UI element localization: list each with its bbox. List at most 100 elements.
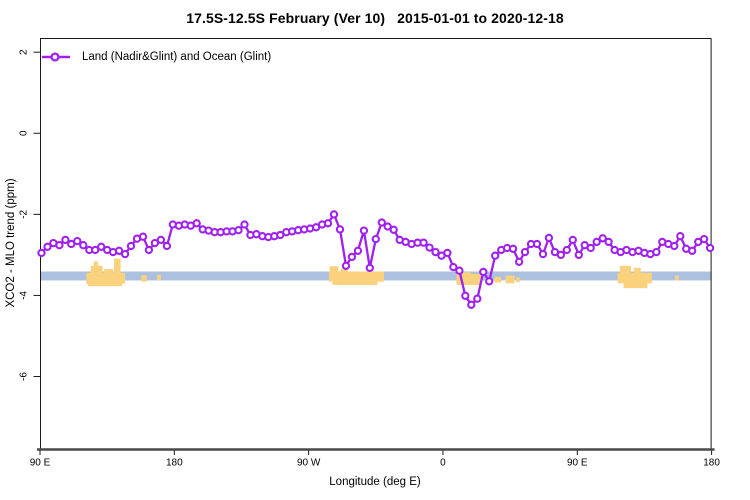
data-point-marker [73,236,82,246]
data-point-marker [347,252,357,262]
data-point-marker [455,266,464,275]
y-axis-label: XCO2 - MLO trend (ppm) [5,178,17,308]
data-point-marker [461,291,470,300]
land-patch [141,275,147,282]
data-point-marker [473,294,482,303]
data-point-marker [138,232,148,241]
data-point-marker [604,237,613,247]
data-point-marker [359,226,369,235]
data-point-marker [592,237,601,247]
data-point-marker [37,248,46,258]
x-tick-label: 90 E [30,458,51,469]
land-patch [328,271,385,282]
data-point-marker [192,219,201,228]
x-tick-label: 0 [440,458,446,469]
data-point-marker [431,247,440,257]
data-point-marker [652,247,661,257]
data-point-marker [389,225,398,234]
land-patch [516,277,520,283]
legend-line-circle-icon [42,52,70,62]
data-point-marker [383,222,392,231]
data-point-marker [491,251,500,260]
data-point-marker [479,267,488,277]
data-point-marker [568,235,577,245]
data-point-marker [144,245,154,255]
land-patch [340,268,348,276]
data-point-marker [79,241,88,250]
land-patch [494,276,502,283]
data-point-marker [532,239,542,249]
data-point-marker [467,300,476,309]
chart-title: 17.5S-12.5S February (Ver 10) 2015-01-01… [186,10,564,26]
data-point-marker [676,232,685,241]
data-point-marker [377,218,386,227]
data-point-marker [556,250,566,260]
data-point-marker [234,226,243,235]
land-patch [329,266,339,276]
x-axis-label: Longitude (deg E) [329,476,421,488]
data-point-marker [699,234,709,244]
land-patch [623,280,648,289]
x-tick-label: 180 [166,458,183,469]
land-patch [633,267,641,276]
data-point-marker [240,220,249,229]
data-point-marker [705,243,715,253]
legend-label: Land (Nadir&Glint) and Ocean (Glint) [82,51,272,63]
y-tick-label: 2 [19,49,30,55]
data-point-marker [485,277,494,286]
land-patch [104,269,114,278]
land-patch [113,258,121,281]
data-point-marker [449,262,458,272]
x-tick-label: 90 E [567,458,588,469]
legend: Land (Nadir&Glint) and Ocean (Glint) [41,50,271,64]
land-patch [157,274,161,281]
data-point-marker [508,244,518,253]
data-point-marker [443,248,452,258]
data-point-marker [120,249,130,259]
data-point-marker [544,233,554,243]
data-point-marker [126,241,136,251]
data-point-marker [371,234,380,244]
data-point-marker [329,210,339,219]
land-patch [505,275,515,284]
data-point-marker [520,247,530,257]
data-point-marker [598,234,607,243]
data-point-marker [586,243,595,253]
data-point-marker [688,246,697,255]
data-point-marker [91,245,100,255]
land-patch [457,272,472,280]
land-patch [87,281,123,287]
data-point-marker [353,246,363,255]
land-patch [332,279,378,285]
data-point-marker [43,242,52,251]
data-point-marker [574,250,583,260]
data-point-marker [514,257,524,266]
data-point-marker [425,243,434,252]
data-line [40,213,712,306]
land-patch [675,275,679,281]
data-point-marker [156,235,166,245]
data-point-marker [61,235,70,245]
y-tick-label: -6 [19,372,30,381]
x-tick-label: 90 W [297,458,321,469]
data-point-marker [538,249,548,259]
data-point-marker [97,242,106,251]
y-tick-label: -2 [19,209,30,218]
land-patch [93,261,99,274]
land-patch [619,265,632,276]
data-point-marker [323,219,333,228]
land-patch [456,273,482,285]
data-point-marker [162,241,172,251]
data-point-marker [335,225,345,234]
data-point-marker [55,241,64,250]
x-tick-label: 180 [703,458,720,469]
y-tick-label: 0 [19,130,30,136]
land-patch [617,272,652,284]
data-point-marker [670,241,679,251]
data-point-marker [562,245,571,255]
data-point-marker [341,261,351,270]
data-point-marker [114,246,124,255]
data-point-marker [150,238,160,248]
